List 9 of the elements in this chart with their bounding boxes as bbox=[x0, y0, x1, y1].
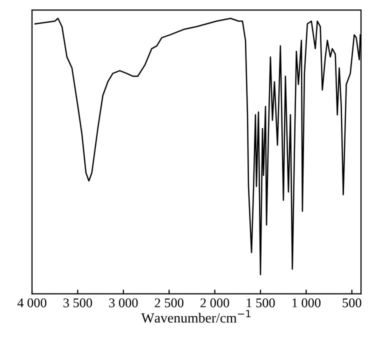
x-tick-label: 500 bbox=[342, 298, 362, 308]
x-tick-label: 1 000 bbox=[292, 298, 321, 308]
x-tick-label: 4 000 bbox=[17, 298, 46, 308]
x-tick-label: 3 000 bbox=[109, 298, 138, 308]
x-tick-label: 2 500 bbox=[154, 298, 184, 308]
x-axis-title: Wavenumber/cm$^{−1}$ bbox=[141, 310, 250, 323]
x-tick-label: 2 000 bbox=[200, 298, 230, 308]
x-tick-label: 3 500 bbox=[63, 298, 92, 308]
x-tick-label: 1 500 bbox=[246, 298, 275, 308]
